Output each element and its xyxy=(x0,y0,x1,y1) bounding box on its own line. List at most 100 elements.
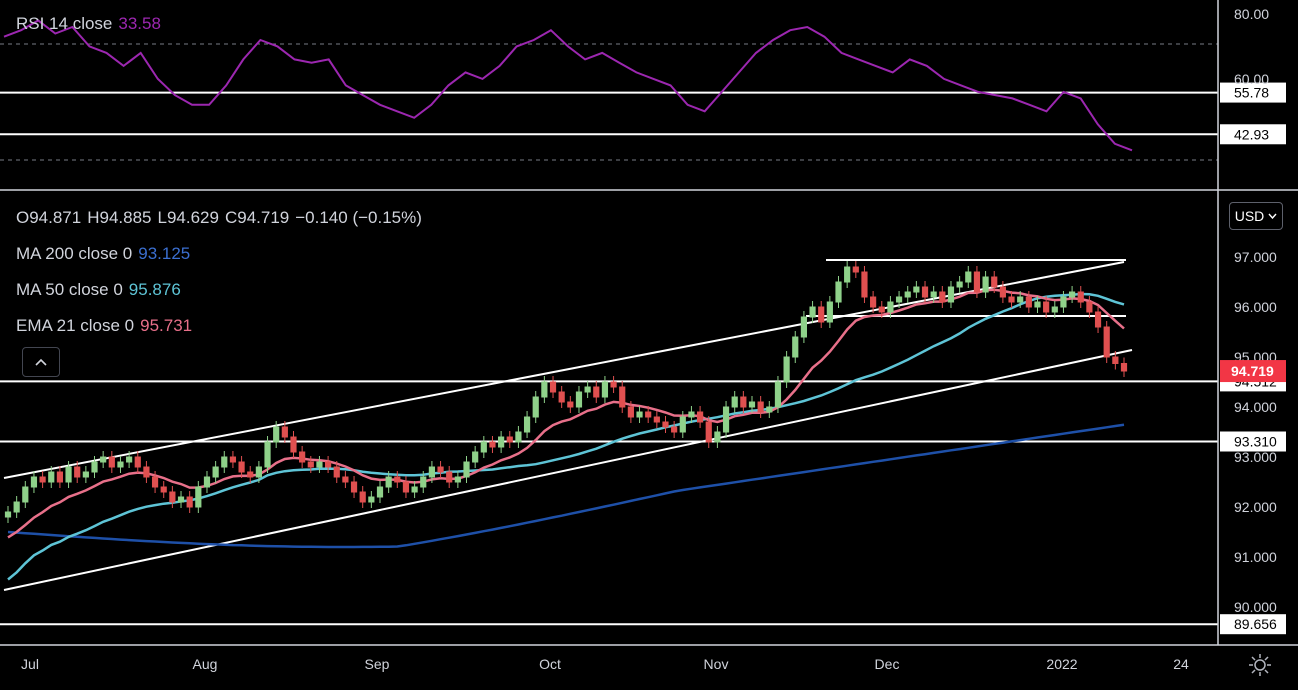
ma50-value: 95.876 xyxy=(128,280,181,299)
candle xyxy=(852,261,859,278)
candle xyxy=(134,451,141,473)
candle-body xyxy=(1017,296,1024,303)
currency-label: USD xyxy=(1234,208,1265,224)
chevron-down-icon xyxy=(1268,213,1277,219)
candle-body xyxy=(826,301,833,323)
candle xyxy=(1017,291,1024,308)
candle-body xyxy=(160,486,167,493)
candle xyxy=(117,456,124,473)
candle xyxy=(748,396,756,413)
candle-body xyxy=(1043,301,1050,313)
candle xyxy=(100,451,107,468)
candle xyxy=(904,286,911,303)
candle xyxy=(861,266,868,303)
candle xyxy=(160,481,167,498)
candle xyxy=(541,376,548,403)
candle-body xyxy=(368,496,375,503)
candle xyxy=(1086,296,1093,318)
candle xyxy=(783,351,790,388)
candle xyxy=(1094,306,1102,333)
gear-icon xyxy=(1249,654,1271,676)
candle-body xyxy=(783,356,790,383)
rsi-pane: 55.78 42.93 xyxy=(0,19,1286,161)
candle-body xyxy=(342,476,349,483)
candle xyxy=(359,486,366,508)
candle-body xyxy=(662,421,669,428)
candle xyxy=(4,506,12,523)
candle xyxy=(558,386,565,408)
candle xyxy=(722,401,730,438)
rsi-level-tag xyxy=(1220,124,1286,145)
candle xyxy=(238,456,245,478)
candle-body xyxy=(238,461,245,473)
candle-body xyxy=(1120,363,1128,372)
candle xyxy=(870,291,877,313)
time-tick-label: Dec xyxy=(875,656,900,672)
candle-body xyxy=(636,411,643,418)
candle-body xyxy=(489,441,496,448)
candle xyxy=(1120,357,1128,377)
candle-body xyxy=(411,486,418,493)
candle xyxy=(947,281,955,308)
candle xyxy=(982,271,989,298)
ma200-legend: MA 200 close 0 93.125 xyxy=(16,244,190,264)
candle xyxy=(498,431,505,453)
candle-body xyxy=(247,471,254,478)
candle-body xyxy=(601,381,609,398)
candle xyxy=(1077,286,1084,308)
candle xyxy=(324,456,332,473)
candle xyxy=(195,481,202,513)
candle-body xyxy=(982,276,989,293)
candle-body xyxy=(1086,301,1093,313)
candle-body xyxy=(420,476,427,488)
candle-body xyxy=(281,426,288,438)
candle xyxy=(480,436,487,458)
candle-body xyxy=(930,291,937,298)
candle xyxy=(774,376,782,413)
candle-body xyxy=(956,281,963,288)
candle xyxy=(1112,351,1119,370)
candle xyxy=(428,461,436,483)
candle-body xyxy=(541,381,548,398)
candle-body xyxy=(177,496,185,503)
candle xyxy=(169,486,176,508)
candle xyxy=(1034,296,1041,313)
candle-body xyxy=(696,411,704,423)
candle-body xyxy=(532,396,539,418)
candle-body xyxy=(1068,291,1076,298)
candle-body xyxy=(653,416,660,423)
currency-selector[interactable]: USD xyxy=(1229,202,1283,230)
candle-body xyxy=(134,456,141,468)
settings-gear-button[interactable] xyxy=(1247,652,1273,678)
candle xyxy=(420,471,427,493)
candle xyxy=(999,281,1006,303)
candle-body xyxy=(1094,311,1102,328)
candle-body xyxy=(498,436,505,448)
candle xyxy=(679,411,686,438)
collapse-legend-button[interactable] xyxy=(22,347,60,377)
candle xyxy=(143,461,150,483)
candle xyxy=(385,471,392,493)
candle xyxy=(186,491,193,513)
candle xyxy=(930,286,937,303)
high-value: H94.885 xyxy=(87,208,152,227)
candle xyxy=(307,456,314,473)
candle-body xyxy=(921,286,929,298)
candle xyxy=(835,276,842,308)
candle-body xyxy=(671,426,678,433)
candle-body xyxy=(30,476,38,488)
candle-body xyxy=(1034,301,1041,308)
candle-body xyxy=(714,431,721,443)
candle xyxy=(878,301,885,318)
candle-body xyxy=(1077,291,1084,303)
candle-body xyxy=(1051,306,1058,313)
candle xyxy=(255,461,262,483)
candle-body xyxy=(480,441,487,453)
candle xyxy=(601,376,609,403)
candle xyxy=(212,461,219,483)
candle-body xyxy=(108,456,115,468)
candle xyxy=(437,461,444,478)
candle xyxy=(653,411,660,428)
candle-body xyxy=(376,486,384,498)
